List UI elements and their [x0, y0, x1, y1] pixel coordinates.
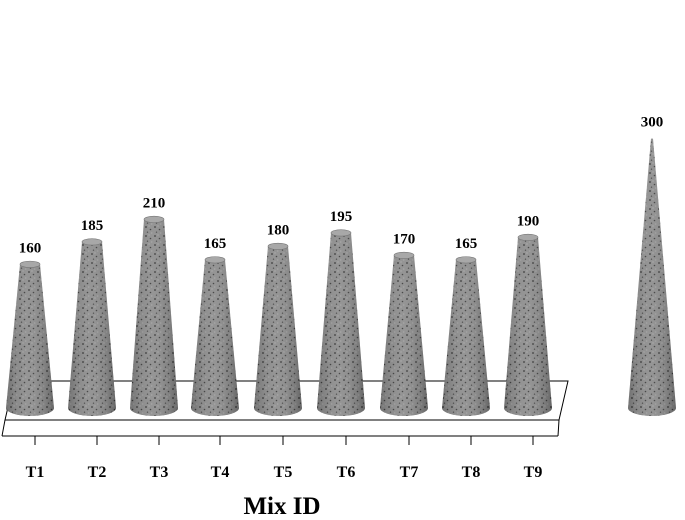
cone-bar — [628, 138, 676, 416]
cone-bar — [130, 215, 178, 416]
x-axis-right-edge — [557, 419, 560, 437]
cone-bar — [442, 256, 490, 416]
x-tick-label: T9 — [524, 464, 543, 481]
x-tick-label: T4 — [211, 464, 230, 481]
x-tick-label: T7 — [400, 464, 419, 481]
data-label: 300 — [641, 115, 664, 131]
x-axis-title: Mix ID — [243, 493, 320, 520]
data-label: 160 — [19, 240, 42, 256]
data-label: 190 — [517, 213, 540, 229]
data-label: 210 — [143, 195, 166, 211]
data-label: 180 — [267, 222, 290, 238]
cone-bar — [254, 242, 302, 416]
x-tick-label: T3 — [150, 464, 169, 481]
cone-bar — [317, 229, 365, 416]
x-tick-label: T5 — [274, 464, 293, 481]
data-label: 165 — [455, 236, 478, 252]
cone-bar — [191, 256, 239, 416]
x-tick-label: T8 — [462, 464, 481, 481]
data-label: 195 — [330, 209, 353, 225]
data-label: 185 — [81, 218, 104, 234]
data-label: 170 — [393, 231, 416, 247]
cone-bar — [68, 238, 116, 416]
x-axis-end — [1, 419, 6, 437]
cone-bar — [504, 233, 552, 416]
x-tick-label: T1 — [26, 464, 45, 481]
data-label: 165 — [204, 236, 227, 252]
cone-bar — [380, 251, 428, 416]
cone-bar — [6, 260, 54, 416]
x-tick-label: T6 — [337, 464, 356, 481]
x-tick-label: T2 — [88, 464, 107, 481]
